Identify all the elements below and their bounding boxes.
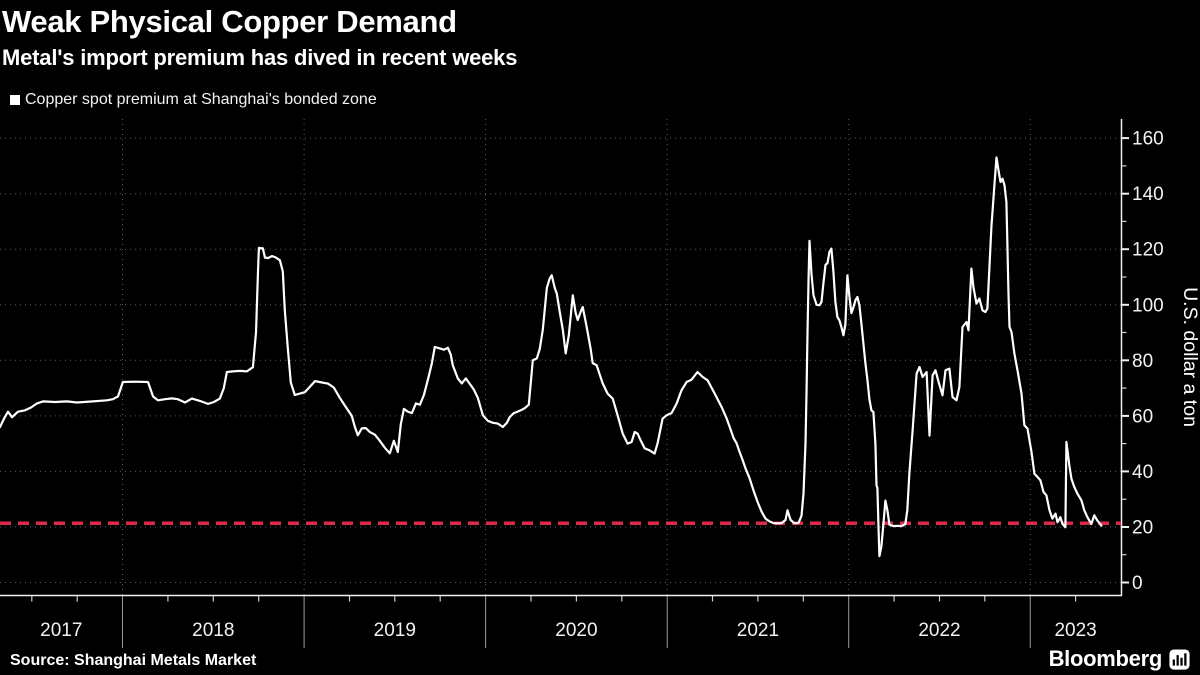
x-axis-ticks [31, 596, 1077, 602]
year-label-2023: 2023 [1054, 620, 1096, 641]
year-label-2022: 2022 [918, 620, 960, 641]
legend: Copper spot premium at Shanghai's bonded… [10, 91, 377, 109]
ytick-label-140: 140 [1132, 184, 1164, 205]
series-line [0, 156, 1103, 558]
legend-swatch-icon [10, 95, 20, 105]
source-note: Source: Shanghai Metals Market [10, 652, 257, 669]
page-subtitle: Metal's import premium has dived in rece… [2, 45, 518, 70]
legend-label: Copper spot premium at Shanghai's bonded… [25, 91, 377, 108]
ytick-label-120: 120 [1132, 240, 1164, 261]
h-gridlines [0, 137, 1121, 583]
year-label-2019: 2019 [374, 620, 416, 641]
y-axis-unit-label: U.S. dollar a ton [1179, 287, 1200, 427]
ytick-label-60: 60 [1132, 406, 1153, 427]
ytick-label-20: 20 [1132, 518, 1153, 539]
bloomberg-logo: Bloomberg [1049, 646, 1190, 672]
ytick-label-100: 100 [1132, 295, 1164, 316]
year-label-2020: 2020 [555, 620, 597, 641]
year-labels: 2017 2018 2019 2020 2021 2022 2023 [40, 620, 1097, 641]
y-axis-ticks [1121, 137, 1129, 584]
page-title: Weak Physical Copper Demand [2, 4, 457, 39]
year-dividers [122, 596, 1031, 648]
y-axis-labels: 0 20 40 60 80 100 120 140 160 [1132, 129, 1164, 594]
year-label-2018: 2018 [192, 620, 234, 641]
ytick-label-0: 0 [1132, 573, 1143, 594]
bloomberg-wordmark: Bloomberg [1048, 646, 1163, 671]
bloomberg-mark-icon [1169, 648, 1190, 670]
ytick-label-40: 40 [1132, 462, 1153, 483]
year-label-2021: 2021 [737, 620, 779, 641]
year-label-2017: 2017 [40, 620, 82, 641]
ytick-label-160: 160 [1132, 129, 1164, 150]
ytick-label-80: 80 [1132, 351, 1153, 372]
